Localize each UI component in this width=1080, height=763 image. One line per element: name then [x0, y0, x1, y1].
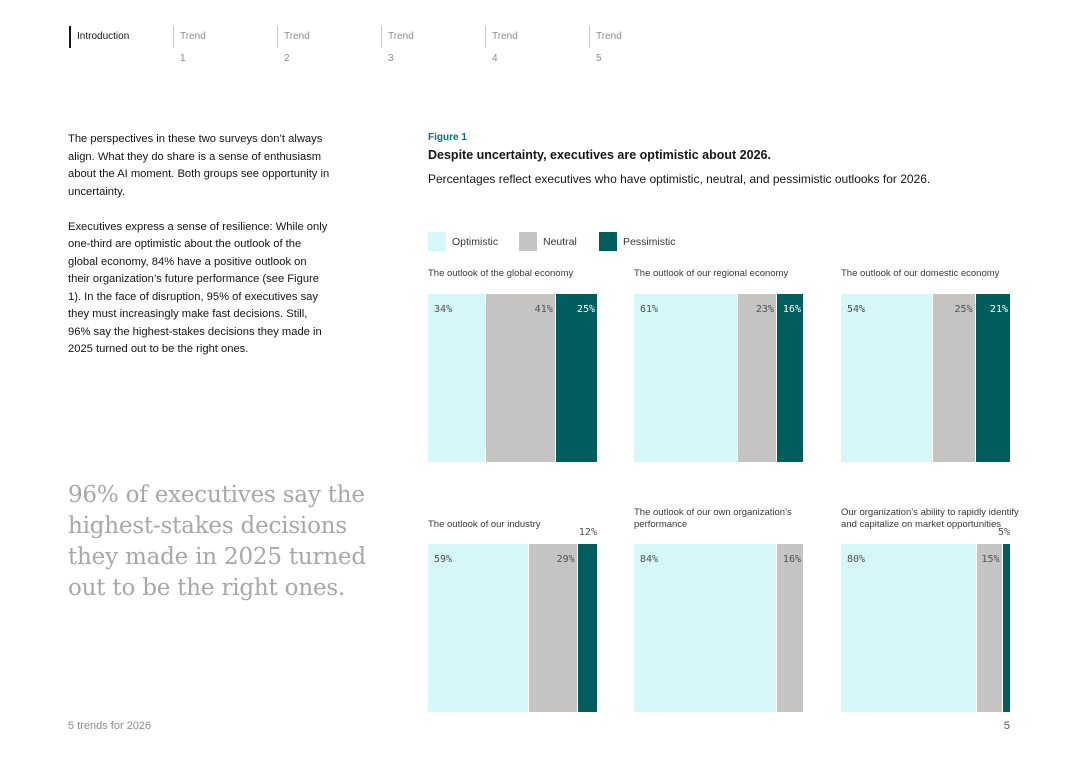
data-label: 21%	[989, 304, 1008, 315]
data-label: 29%	[556, 554, 575, 565]
pull-quote: 96% of executives say the highest-stakes…	[68, 482, 366, 601]
stacked-bar: 59% 29% 12%	[428, 527, 597, 712]
bar-segment-neutral: 41%	[485, 294, 555, 462]
legend-label-optimistic: Optimistic	[452, 236, 499, 248]
chart-title: Our organization’s ability to rapidly id…	[841, 507, 1019, 530]
body-paragraph-1: The perspectives in these two surveys do…	[68, 133, 330, 198]
data-label: 41%	[534, 304, 553, 315]
legend-swatch-neutral	[519, 232, 537, 251]
nav-tab-trend-4[interactable]: Trend 4	[485, 26, 518, 64]
stacked-bar: 54% 25% 21%	[841, 294, 1010, 462]
bar-segment-neutral: 16%	[775, 544, 803, 712]
nav-tab-trend-5[interactable]: Trend 5	[589, 26, 622, 64]
bar-segment-pessimistic: 25%	[554, 294, 597, 462]
data-label: 15%	[981, 554, 1000, 565]
bar-segment-pessimistic: 16%	[775, 294, 803, 462]
bar-segment-pessimistic: 12%	[576, 527, 597, 712]
data-label: 12%	[578, 527, 597, 538]
stacked-bar: 84% 16%	[634, 544, 803, 712]
data-label: 59%	[434, 554, 453, 565]
data-label: 54%	[847, 304, 866, 315]
data-label: 61%	[640, 304, 659, 315]
bar-segment-optimistic: 34%	[428, 294, 486, 462]
body-paragraph-2: Executives express a sense of resilience…	[68, 220, 328, 356]
data-label: 34%	[434, 304, 453, 315]
body-copy: The perspectives in these two surveys do…	[68, 131, 330, 376]
figure-label: Figure 1	[428, 132, 467, 143]
bar-segment-optimistic: 80%	[841, 544, 977, 712]
data-label: 16%	[782, 554, 801, 565]
bar-segment-neutral: 25%	[932, 294, 975, 462]
data-label: 23%	[755, 304, 774, 315]
data-label: 80%	[847, 554, 866, 565]
page-number: 5	[1003, 720, 1010, 732]
legend-label-neutral: Neutral	[543, 236, 577, 248]
figure-subtitle: Percentages reflect executives who have …	[428, 172, 931, 186]
nav-tab-trend-1[interactable]: Trend 1	[173, 26, 206, 64]
nav-tab-introduction[interactable]: Introduction	[69, 26, 129, 48]
bar-segment-optimistic: 84%	[634, 544, 776, 712]
data-label: 25%	[954, 304, 973, 315]
data-label: 84%	[640, 554, 659, 565]
legend-swatch-optimistic	[428, 232, 446, 251]
data-label: 25%	[576, 304, 595, 315]
bar-segment-neutral: 29%	[527, 544, 577, 712]
bar-segment-optimistic: 54%	[841, 294, 933, 462]
bar-segment-neutral: 23%	[737, 294, 776, 462]
data-label: 5%	[997, 527, 1010, 538]
bar-segment-pessimistic: 21%	[974, 294, 1010, 462]
legend-label-pessimistic: Pessimistic	[623, 236, 676, 248]
nav-tab-trend-3[interactable]: Trend 3	[381, 26, 414, 64]
chart-title: The outlook of our industry	[428, 518, 541, 530]
chart-title: The outlook of our domestic economy	[841, 268, 1000, 279]
stacked-bar: 34% 41% 25%	[428, 294, 597, 462]
data-label: 16%	[782, 304, 801, 315]
nav-tab-trend-2[interactable]: Trend 2	[277, 26, 310, 64]
bar-segment-optimistic: 59%	[428, 544, 528, 712]
bar-segment-pessimistic: 5%	[998, 527, 1010, 712]
bar-segment-neutral: 15%	[976, 544, 1002, 712]
chart-title: The outlook of the global economy	[428, 268, 574, 279]
figure-title: Despite uncertainty, executives are opti…	[428, 148, 771, 162]
chart-title: The outlook of our regional economy	[634, 268, 789, 279]
stacked-bar: 61% 23% 16%	[634, 294, 803, 462]
stacked-bar: 80% 15% 5%	[841, 527, 1010, 712]
chart-title: The outlook of our own organization’s pe…	[634, 507, 792, 530]
footer-doc-title: 5 trends for 2026	[68, 720, 152, 732]
bar-segment-optimistic: 61%	[634, 294, 738, 462]
legend-swatch-pessimistic	[599, 232, 617, 251]
